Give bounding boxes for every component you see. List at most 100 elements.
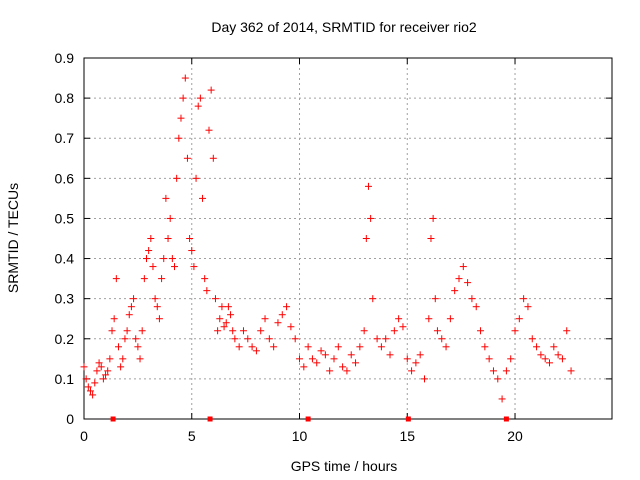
gap-marker bbox=[110, 416, 116, 422]
data-point bbox=[356, 343, 364, 351]
data-point bbox=[533, 343, 541, 351]
data-point bbox=[429, 214, 437, 222]
data-point bbox=[149, 263, 157, 271]
y-tick-label: 0.9 bbox=[55, 50, 75, 66]
gap-marker bbox=[405, 416, 411, 422]
data-point bbox=[224, 303, 232, 311]
data-points bbox=[80, 74, 575, 403]
data-point bbox=[168, 255, 176, 263]
data-point bbox=[138, 327, 146, 335]
data-point bbox=[558, 355, 566, 363]
data-point bbox=[287, 323, 295, 331]
y-tick-label: 0.3 bbox=[55, 291, 75, 307]
data-point bbox=[114, 343, 122, 351]
data-point bbox=[477, 327, 485, 335]
y-tick-label: 0.4 bbox=[55, 251, 75, 267]
data-point bbox=[274, 319, 282, 327]
data-point bbox=[326, 367, 334, 375]
data-point bbox=[244, 335, 252, 343]
data-point bbox=[304, 343, 312, 351]
data-point bbox=[106, 355, 114, 363]
data-point bbox=[494, 375, 502, 383]
data-point bbox=[130, 295, 138, 303]
data-point bbox=[360, 327, 368, 335]
y-tick-label: 0 bbox=[66, 411, 74, 427]
gap-marker bbox=[305, 416, 311, 422]
data-point bbox=[91, 379, 99, 387]
data-point bbox=[125, 311, 133, 319]
x-axis-label: GPS time / hours bbox=[291, 458, 398, 474]
data-point bbox=[464, 279, 472, 287]
data-point bbox=[214, 327, 222, 335]
data-point bbox=[386, 351, 394, 359]
gap-marker bbox=[503, 416, 509, 422]
data-point bbox=[257, 327, 265, 335]
data-point bbox=[231, 335, 239, 343]
data-point bbox=[431, 295, 439, 303]
data-point bbox=[222, 319, 230, 327]
data-point bbox=[121, 335, 129, 343]
data-point bbox=[127, 303, 135, 311]
data-point bbox=[567, 367, 575, 375]
data-point bbox=[446, 315, 454, 323]
data-point bbox=[108, 327, 116, 335]
data-point bbox=[296, 355, 304, 363]
data-point bbox=[369, 295, 377, 303]
data-point bbox=[211, 295, 219, 303]
data-point bbox=[511, 327, 519, 335]
data-point bbox=[136, 355, 144, 363]
data-point bbox=[84, 383, 92, 391]
data-point bbox=[140, 275, 148, 283]
data-point bbox=[153, 303, 161, 311]
data-point bbox=[220, 323, 228, 331]
data-point bbox=[99, 375, 107, 383]
data-point bbox=[261, 315, 269, 323]
data-point bbox=[451, 287, 459, 295]
data-point bbox=[123, 327, 131, 335]
data-point bbox=[390, 327, 398, 335]
data-point bbox=[265, 335, 273, 343]
data-point bbox=[173, 174, 181, 182]
data-point bbox=[485, 355, 493, 363]
data-point bbox=[186, 235, 194, 242]
data-point bbox=[166, 214, 174, 222]
data-point bbox=[192, 174, 200, 182]
chart-title: Day 362 of 2014, SRMTID for receiver rio… bbox=[211, 19, 477, 35]
y-tick-label: 0.8 bbox=[55, 90, 75, 106]
data-point bbox=[179, 94, 187, 102]
data-point bbox=[550, 343, 558, 351]
x-tick-label: 15 bbox=[399, 428, 415, 444]
data-point bbox=[151, 295, 159, 303]
data-point bbox=[80, 363, 88, 371]
data-point bbox=[117, 363, 125, 371]
data-point bbox=[155, 315, 163, 323]
data-point bbox=[427, 235, 435, 242]
data-point bbox=[216, 315, 224, 323]
data-point bbox=[515, 315, 523, 323]
data-point bbox=[291, 335, 299, 343]
data-point bbox=[209, 154, 217, 162]
y-tick-label: 0.7 bbox=[55, 130, 75, 146]
data-point bbox=[203, 287, 211, 295]
x-tick-label: 10 bbox=[292, 428, 308, 444]
data-point bbox=[334, 343, 342, 351]
data-point bbox=[142, 255, 150, 263]
data-point bbox=[227, 311, 235, 319]
data-point bbox=[196, 94, 204, 102]
data-point bbox=[104, 367, 112, 375]
data-point bbox=[171, 263, 179, 271]
data-point bbox=[160, 255, 168, 263]
data-point bbox=[403, 355, 411, 363]
data-point bbox=[183, 154, 191, 162]
data-point bbox=[472, 303, 480, 311]
data-point bbox=[278, 311, 286, 319]
data-point bbox=[528, 335, 536, 343]
data-point bbox=[207, 86, 215, 94]
data-point bbox=[339, 363, 347, 371]
data-point bbox=[308, 355, 316, 363]
data-point bbox=[373, 335, 381, 343]
data-point bbox=[541, 355, 549, 363]
data-point bbox=[283, 303, 291, 311]
data-point bbox=[89, 391, 97, 399]
